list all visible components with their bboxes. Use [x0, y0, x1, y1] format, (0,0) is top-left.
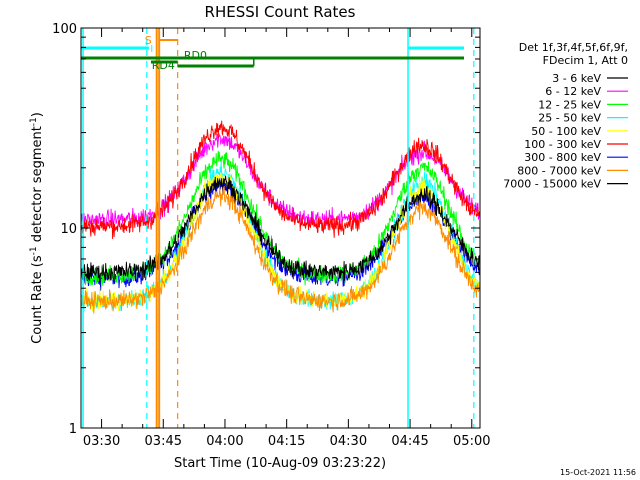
legend-entry-label: 800 - 7000 keV — [517, 164, 601, 177]
x-tick-label: 03:30 — [83, 434, 120, 449]
timestamp: 15-Oct-2021 11:56 — [560, 468, 636, 477]
legend-header-line1: Det 1f,3f,4f,5f,6f,9f, — [519, 41, 628, 54]
x-tick-label: 03:45 — [145, 434, 182, 449]
series-lines — [81, 120, 480, 314]
y-axis-label-main: Count Rate (s — [30, 255, 45, 344]
flag-label-rd4: RD4 — [152, 59, 175, 72]
status-flags: S RD0 RD4 — [81, 34, 464, 72]
legend-entry-label: 50 - 100 keV — [531, 125, 601, 138]
y-axis-label-sup1: -1 — [29, 246, 39, 255]
flag-label-s: S — [145, 34, 152, 47]
legend-entry-label: 3 - 6 keV — [552, 72, 601, 85]
series-line — [81, 185, 480, 314]
x-tick-label: 04:45 — [391, 434, 428, 449]
y-tick-label: 100 — [52, 22, 77, 37]
legend-entry-label: 100 - 300 keV — [524, 138, 601, 151]
x-tick-label: 05:00 — [453, 434, 490, 449]
legend-entry-label: 300 - 800 keV — [524, 151, 601, 164]
legend-entry-label: 25 - 50 keV — [538, 112, 601, 125]
legend-entry-label: 6 - 12 keV — [545, 85, 601, 98]
x-tick-label: 04:30 — [330, 434, 367, 449]
x-axis-label: Start Time (10-Aug-09 03:23:22) — [174, 456, 386, 471]
series-line — [81, 161, 480, 312]
x-tick-label: 04:00 — [206, 434, 243, 449]
series-line — [81, 175, 480, 285]
legend: Det 1f,3f,4f,5f,6f,9f, FDecim 1, Att 0 3… — [503, 41, 628, 191]
y-tick-label: 1 — [69, 422, 77, 437]
flag-label-rd0: RD0 — [184, 49, 207, 62]
chart-title: RHESSI Count Rates — [205, 3, 356, 21]
legend-header-line2: FDecim 1, Att 0 — [543, 54, 628, 67]
x-axis: 03:30 03:45 04:00 04:15 04:30 04:45 05:00 — [80, 28, 491, 449]
series-line — [81, 176, 480, 291]
y-axis: 1 10 100 — [52, 22, 480, 437]
vertical-markers — [82, 28, 475, 428]
y-axis-label-end: ) — [30, 112, 45, 117]
legend-entry-label: 12 - 25 keV — [538, 98, 601, 111]
series-line — [81, 172, 480, 313]
y-axis-label: Count Rate (s-1 detector segment-1) — [29, 112, 45, 344]
y-axis-label-mid: detector segment — [30, 126, 45, 246]
series-line — [81, 120, 480, 240]
plot-area — [81, 28, 480, 428]
y-tick-label: 10 — [60, 222, 77, 237]
x-tick-label: 04:15 — [268, 434, 305, 449]
legend-entry-label: 7000 - 15000 keV — [503, 178, 601, 191]
y-axis-label-sup2: -1 — [29, 117, 39, 126]
